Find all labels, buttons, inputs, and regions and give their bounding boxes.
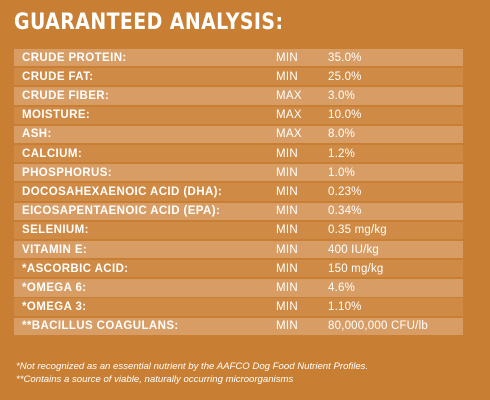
table-row: EICOSAPENTAENOIC ACID (EPA): MIN 0.34% (14, 202, 463, 220)
nutrient-name: *OMEGA 3: (22, 301, 87, 314)
nutrient-value: 1.2% (328, 147, 356, 160)
guarantee-type: MAX (276, 90, 302, 103)
nutrient-name: ASH: (22, 128, 52, 141)
nutrient-value: 400 IU/kg (328, 243, 380, 256)
nutrient-value: 1.10% (328, 301, 362, 314)
table-row: **BACILLUS COAGULANS: MIN 80,000,000 CFU… (14, 317, 463, 335)
nutrient-name: CRUDE FIBER: (22, 90, 110, 103)
guarantee-type: MIN (276, 262, 298, 275)
page-title: GUARANTEED ANALYSIS: (14, 10, 284, 35)
table-row: PHOSPHORUS: MIN 1.0% (14, 164, 463, 182)
nutrient-name: CRUDE PROTEIN: (22, 51, 127, 64)
nutrient-value: 150 mg/kg (328, 262, 384, 275)
guarantee-type: MIN (276, 51, 298, 64)
footnote-not-essential: *Not recognized as an essential nutrient… (16, 361, 369, 372)
nutrient-value: 1.0% (328, 166, 356, 179)
guarantee-type: MIN (276, 70, 298, 83)
nutrient-name: CRUDE FAT: (22, 70, 94, 83)
table-row: VITAMIN E: MIN 400 IU/kg (14, 240, 463, 259)
nutrient-value: 0.34% (328, 205, 362, 218)
guarantee-type: MIN (276, 147, 298, 160)
guarantee-type: MIN (276, 185, 298, 198)
table-row: MOISTURE: MAX 10.0% (14, 106, 463, 124)
nutrient-name: MOISTURE: (22, 109, 91, 122)
nutrient-name: EICOSAPENTAENOIC ACID (EPA): (22, 205, 221, 218)
guarantee-type: MIN (276, 281, 298, 294)
guarantee-type: MIN (276, 224, 298, 237)
table-row: *ASCORBIC ACID: MIN 150 mg/kg (14, 260, 463, 278)
nutrient-value: 25.0% (328, 70, 362, 83)
guarantee-type: MIN (276, 301, 298, 314)
table-row: CRUDE FAT: MIN 25.0% (14, 68, 463, 86)
nutrient-name: **BACILLUS COAGULANS: (22, 320, 179, 333)
table-row: CRUDE FIBER: MAX 3.0% (14, 87, 463, 105)
footnotes: *Not recognized as an essential nutrient… (16, 361, 368, 386)
nutrient-name: SELENIUM: (22, 224, 89, 237)
table-row: CALCIUM: MIN 1.2% (14, 144, 463, 163)
nutrient-value: 4.6% (328, 281, 356, 294)
table-row: CRUDE PROTEIN: MIN 35.0% (14, 49, 463, 67)
guarantee-type: MIN (276, 243, 298, 256)
nutrient-name: *ASCORBIC ACID: (22, 262, 129, 275)
table-row: *OMEGA 3: MIN 1.10% (14, 298, 463, 316)
table-row: DOCOSAHEXAENOIC ACID (DHA): MIN 0.23% (14, 183, 463, 201)
nutrient-value: 0.35 mg/kg (328, 224, 387, 237)
nutrient-value: 80,000,000 CFU/lb (328, 320, 428, 333)
nutrient-name: *OMEGA 6: (22, 281, 87, 294)
guarantee-type: MIN (276, 166, 298, 179)
table-row: SELENIUM: MIN 0.35 mg/kg (14, 221, 463, 239)
nutrient-value: 10.0% (328, 109, 362, 122)
nutrient-name: CALCIUM: (22, 147, 83, 160)
guaranteed-analysis-table: CRUDE PROTEIN: MIN 35.0% CRUDE FAT: MIN … (14, 49, 463, 337)
nutrient-name: DOCOSAHEXAENOIC ACID (DHA): (22, 185, 223, 198)
guarantee-type: MIN (276, 205, 298, 218)
nutrient-value: 3.0% (328, 90, 356, 103)
guarantee-type: MAX (276, 109, 302, 122)
footnote-microorganisms: **Contains a source of viable, naturally… (16, 373, 294, 385)
guarantee-type: MIN (276, 320, 298, 333)
table-row: ASH: MAX 8.0% (14, 125, 463, 144)
guarantee-type: MAX (276, 128, 302, 141)
nutrient-value: 0.23% (328, 185, 362, 198)
nutrient-name: PHOSPHORUS: (22, 166, 113, 179)
nutrient-value: 8.0% (328, 128, 356, 141)
table-row: *OMEGA 6: MIN 4.6% (14, 279, 463, 297)
nutrient-name: VITAMIN E: (22, 243, 88, 256)
nutrient-value: 35.0% (328, 51, 362, 64)
